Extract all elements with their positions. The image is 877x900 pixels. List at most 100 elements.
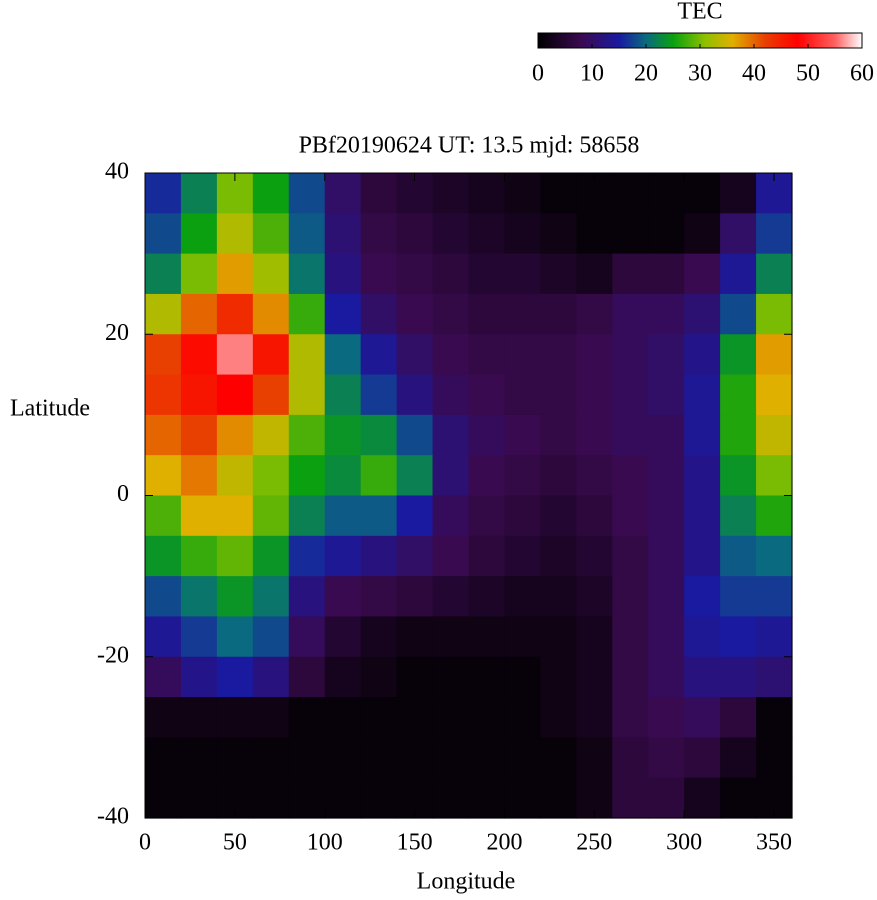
heatmap-cell (432, 455, 470, 497)
heatmap-cell (324, 616, 362, 658)
heatmap-cell (252, 697, 290, 738)
heatmap-cell (648, 293, 685, 335)
heatmap-cell (504, 535, 541, 577)
heatmap-cell (720, 535, 757, 577)
heatmap-cell (145, 253, 182, 295)
heatmap-cell (684, 697, 721, 738)
heatmap-cell (145, 173, 182, 214)
heatmap-cell (145, 576, 182, 618)
heatmap-cell (396, 495, 434, 537)
heatmap-cell (432, 576, 470, 618)
heatmap-cell (360, 253, 398, 295)
heatmap-cell (468, 737, 506, 779)
heatmap-cell (180, 576, 218, 618)
heatmap-cell (288, 334, 326, 376)
x-axis-label: Longitude (417, 869, 516, 895)
heatmap-cell (684, 535, 721, 577)
heatmap-cell (360, 293, 398, 335)
x-tick-label: 100 (307, 830, 343, 856)
heatmap-cell (540, 697, 577, 738)
heatmap-cell (216, 253, 254, 295)
heatmap-cell (756, 455, 793, 497)
heatmap-cell (145, 213, 182, 255)
heatmap-cell (648, 173, 685, 214)
heatmap-cell (324, 535, 362, 577)
heatmap-cell (540, 173, 577, 214)
colorbar-tick-label: 20 (634, 61, 658, 87)
heatmap-cell (216, 737, 254, 779)
heatmap-cell (576, 293, 613, 335)
heatmap-cell (720, 777, 757, 819)
heatmap-cell (396, 414, 434, 456)
heatmap-cell (252, 455, 290, 497)
heatmap-cell (756, 414, 793, 456)
heatmap-cell (324, 374, 362, 416)
heatmap-cell (180, 535, 218, 577)
heatmap-cell (504, 616, 541, 658)
heatmap-cell (468, 334, 506, 376)
heatmap-cell (540, 495, 577, 537)
heatmap-cell (756, 293, 793, 335)
heatmap-cell (648, 213, 685, 255)
heatmap-cell (180, 173, 218, 214)
colorbar-tick-label: 40 (742, 61, 766, 87)
heatmap-cell (504, 334, 541, 376)
heatmap-cell (576, 414, 613, 456)
heatmap-cell (396, 616, 434, 658)
heatmap-cell (504, 576, 541, 618)
heatmap-cell (360, 414, 398, 456)
heatmap-cell (468, 697, 506, 738)
heatmap-cell (720, 213, 757, 255)
heatmap-cell (360, 616, 398, 658)
heatmap-cell (252, 777, 290, 819)
heatmap-cell (504, 414, 541, 456)
heatmap-cell (576, 495, 613, 537)
heatmap-cell (360, 213, 398, 255)
heatmap-cell (288, 173, 326, 214)
heatmap-cell (684, 334, 721, 376)
heatmap-cell (145, 334, 182, 376)
heatmap-cell (396, 293, 434, 335)
heatmap-cell (540, 293, 577, 335)
heatmap-cell (468, 173, 506, 214)
heatmap-cell (612, 253, 649, 295)
heatmap-cell (216, 656, 254, 698)
y-tick-label: -20 (97, 642, 129, 668)
heatmap-cell (576, 737, 613, 779)
heatmap-cell (288, 213, 326, 255)
heatmap-cell (576, 697, 613, 738)
heatmap-cell (612, 656, 649, 698)
heatmap-cell (684, 293, 721, 335)
heatmap-cell (540, 213, 577, 255)
heatmap-cell (252, 576, 290, 618)
heatmap-cell (145, 455, 182, 497)
heatmap-cell (180, 697, 218, 738)
heatmap-cell (504, 213, 541, 255)
heatmap-cell (612, 576, 649, 618)
heatmap-cell (252, 374, 290, 416)
heatmap-cell (324, 777, 362, 819)
heatmap-cell (252, 213, 290, 255)
heatmap-cell (324, 293, 362, 335)
heatmap-cell (612, 173, 649, 214)
heatmap-cell (612, 737, 649, 779)
heatmap-cell (648, 495, 685, 537)
heatmap-cell (612, 213, 649, 255)
y-axis-label: Latitude (10, 396, 90, 422)
heatmap-cell (432, 495, 470, 537)
heatmap-cell (468, 374, 506, 416)
heatmap-cell (216, 414, 254, 456)
heatmap-cell (468, 495, 506, 537)
y-tick-label: 20 (105, 320, 129, 346)
heatmap-cell (360, 697, 398, 738)
heatmap-cell (252, 737, 290, 779)
heatmap-cell (216, 334, 254, 376)
heatmap-cell (324, 213, 362, 255)
heatmap-cell (576, 213, 613, 255)
heatmap-cell (252, 293, 290, 335)
heatmap-cell (216, 535, 254, 577)
heatmap-cell (288, 697, 326, 738)
heatmap-cell (396, 535, 434, 577)
heatmap-cell (396, 213, 434, 255)
heatmap-cell (396, 697, 434, 738)
